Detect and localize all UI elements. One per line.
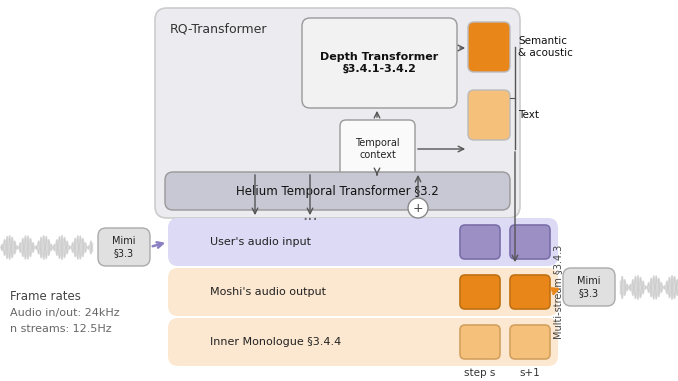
Text: Frame rates: Frame rates	[10, 290, 81, 303]
FancyBboxPatch shape	[168, 218, 558, 266]
Text: n streams: 12.5Hz: n streams: 12.5Hz	[10, 324, 112, 334]
FancyBboxPatch shape	[460, 275, 500, 309]
FancyBboxPatch shape	[98, 228, 150, 266]
Text: Temporal
context: Temporal context	[355, 138, 400, 160]
Text: Text: Text	[518, 110, 539, 120]
Text: Audio in/out: 24kHz: Audio in/out: 24kHz	[10, 308, 119, 318]
FancyBboxPatch shape	[510, 275, 550, 309]
Text: RQ-Transformer: RQ-Transformer	[170, 22, 268, 35]
Text: Inner Monologue §3.4.4: Inner Monologue §3.4.4	[210, 337, 341, 347]
Text: s+1: s+1	[519, 368, 540, 378]
FancyBboxPatch shape	[510, 325, 550, 359]
FancyBboxPatch shape	[155, 8, 520, 218]
FancyBboxPatch shape	[468, 22, 510, 72]
Text: Depth Transformer
§3.4.1-3.4.2: Depth Transformer §3.4.1-3.4.2	[321, 52, 439, 74]
Text: +: +	[413, 202, 423, 215]
Text: Multi-stream §3.4.3: Multi-stream §3.4.3	[553, 245, 563, 339]
FancyBboxPatch shape	[168, 318, 558, 366]
Text: Mimi
§3.3: Mimi §3.3	[113, 236, 136, 258]
Text: Moshi's audio output: Moshi's audio output	[210, 287, 326, 297]
FancyBboxPatch shape	[510, 225, 550, 259]
Text: Helium Temporal Transformer §3.2: Helium Temporal Transformer §3.2	[236, 184, 439, 197]
Circle shape	[408, 198, 428, 218]
Text: ...: ...	[302, 206, 318, 224]
Text: Semantic
& acoustic: Semantic & acoustic	[518, 36, 573, 58]
Text: step s: step s	[464, 368, 496, 378]
FancyBboxPatch shape	[460, 225, 500, 259]
FancyBboxPatch shape	[460, 325, 500, 359]
FancyBboxPatch shape	[165, 172, 510, 210]
FancyBboxPatch shape	[168, 268, 558, 316]
FancyBboxPatch shape	[468, 90, 510, 140]
Text: User's audio input: User's audio input	[210, 237, 311, 247]
FancyBboxPatch shape	[563, 268, 615, 306]
FancyBboxPatch shape	[340, 120, 415, 178]
FancyBboxPatch shape	[302, 18, 457, 108]
Text: Mimi
§3.3: Mimi §3.3	[577, 276, 601, 298]
